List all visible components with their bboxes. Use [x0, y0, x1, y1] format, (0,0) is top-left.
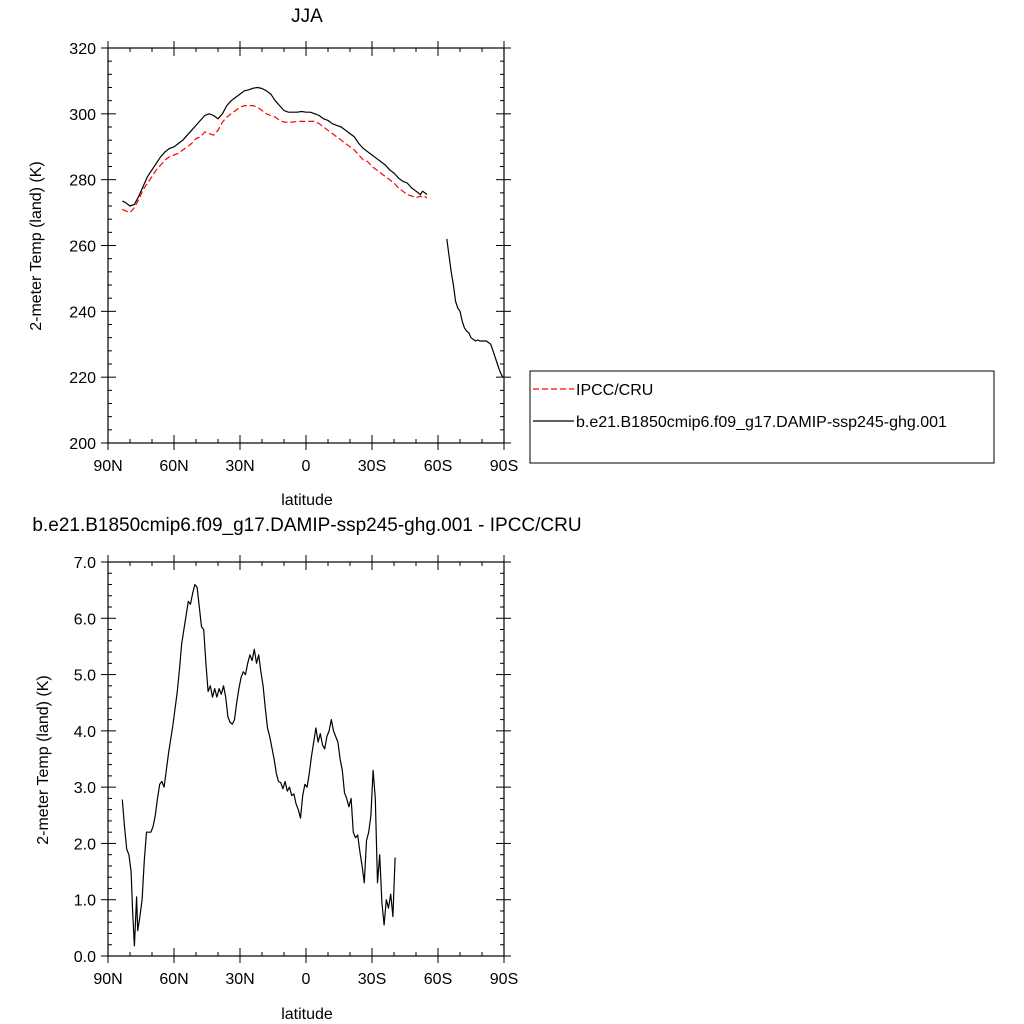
y-tick-label: 7.0 [74, 555, 96, 572]
y-tick-label: 240 [69, 304, 96, 321]
y-tick-label: 220 [69, 370, 96, 387]
chart-title: b.e21.B1850cmip6.f09_g17.DAMIP-ssp245-gh… [32, 515, 581, 536]
y-tick-label: 320 [69, 41, 96, 58]
x-tick-label: 60S [424, 458, 452, 475]
y-axis-label: 2-meter Temp (land) (K) [28, 161, 45, 331]
y-tick-label: 0.0 [74, 949, 96, 966]
x-tick-label: 30N [225, 458, 254, 475]
x-tick-label: 0 [302, 971, 311, 988]
y-tick-label: 280 [69, 173, 96, 190]
y-tick-label: 3.0 [74, 780, 96, 797]
x-tick-label: 90S [490, 971, 518, 988]
x-tick-label: 90N [93, 458, 122, 475]
top-panel: JJA 2-meter Temp (land) (K) latitude 90N… [28, 6, 995, 509]
y-tick-label: 5.0 [74, 668, 96, 685]
y-tick-label: 260 [69, 239, 96, 256]
series-line-0-segment-0 [121, 583, 396, 947]
x-tick-label: 90S [490, 458, 518, 475]
chart-title: JJA [291, 6, 323, 27]
y-tick-label: 2.0 [74, 836, 96, 853]
series-line-0-segment-0 [122, 105, 428, 214]
x-tick-label: 60N [159, 458, 188, 475]
bottom-panel: b.e21.B1850cmip6.f09_g17.DAMIP-ssp245-gh… [32, 515, 581, 1023]
y-axis-label: 2-meter Temp (land) (K) [35, 675, 52, 845]
x-tick-label: 60N [159, 971, 188, 988]
x-tick-label: 0 [302, 458, 311, 475]
plot-frame [107, 47, 505, 444]
y-tick-label: 300 [69, 107, 96, 124]
x-axis-label: latitude [281, 492, 333, 509]
series-line-1-segment-0 [122, 86, 428, 207]
y-tick-label: 4.0 [74, 724, 96, 741]
x-tick-label: 90N [93, 971, 122, 988]
x-axis-label: latitude [281, 1006, 333, 1023]
x-tick-label: 30S [358, 971, 386, 988]
legend: IPCC/CRU b.e21.B1850cmip6.f09_g17.DAMIP-… [529, 370, 995, 464]
y-tick-label: 200 [69, 436, 96, 453]
y-tick-label: 6.0 [74, 611, 96, 628]
legend-label-model: b.e21.B1850cmip6.f09_g17.DAMIP-ssp245-gh… [576, 414, 947, 431]
legend-box [529, 370, 995, 464]
x-tick-label: 60S [424, 971, 452, 988]
y-tick-label: 1.0 [74, 893, 96, 910]
legend-label-ipcc-cru: IPCC/CRU [576, 382, 653, 399]
x-tick-label: 30S [358, 458, 386, 475]
x-tick-label: 30N [225, 971, 254, 988]
series-line-1-segment-1 [446, 238, 504, 378]
